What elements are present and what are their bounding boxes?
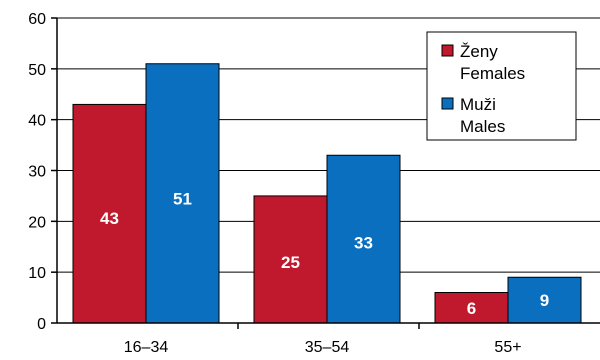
data-label-males-0: 51 — [173, 190, 192, 209]
legend-label-females-line1: Ženy — [460, 42, 498, 61]
y-tick-label-20: 20 — [28, 214, 46, 231]
x-tick-label-0: 16–34 — [124, 339, 169, 356]
y-tick-label-30: 30 — [28, 164, 46, 181]
bar-females-2 — [434, 292, 509, 324]
bar-males-0 — [145, 63, 220, 324]
data-labels: 43 51 25 33 6 9 — [100, 190, 549, 318]
legend-swatch-males — [441, 97, 454, 110]
bars — [72, 63, 582, 324]
y-tick-label-50: 50 — [28, 62, 46, 79]
y-tick-label-10: 10 — [28, 265, 46, 282]
x-tick-label-2: 55+ — [494, 339, 521, 356]
data-label-males-2: 9 — [540, 291, 549, 310]
legend: Ženy Females Muži Males — [426, 31, 577, 141]
data-label-females-0: 43 — [100, 209, 119, 228]
x-tick-label-1: 35–54 — [305, 339, 350, 356]
data-label-females-2: 6 — [467, 299, 476, 318]
legend-label-males-line2: Males — [460, 117, 505, 136]
legend-label-females-line2: Females — [460, 64, 525, 83]
legend-label-males-line1: Muži — [460, 95, 496, 114]
legend-swatch-females — [441, 44, 454, 57]
y-tick-label-60: 60 — [28, 11, 46, 28]
y-tick-label-40: 40 — [28, 113, 46, 130]
bar-males-2 — [507, 276, 582, 324]
axes: 0 10 20 30 40 50 60 16–34 35–54 55+ — [28, 11, 600, 356]
y-tick-label-0: 0 — [37, 316, 46, 333]
data-label-females-1: 25 — [281, 253, 300, 272]
bar-males-1 — [326, 154, 401, 324]
data-label-males-1: 33 — [354, 233, 373, 252]
